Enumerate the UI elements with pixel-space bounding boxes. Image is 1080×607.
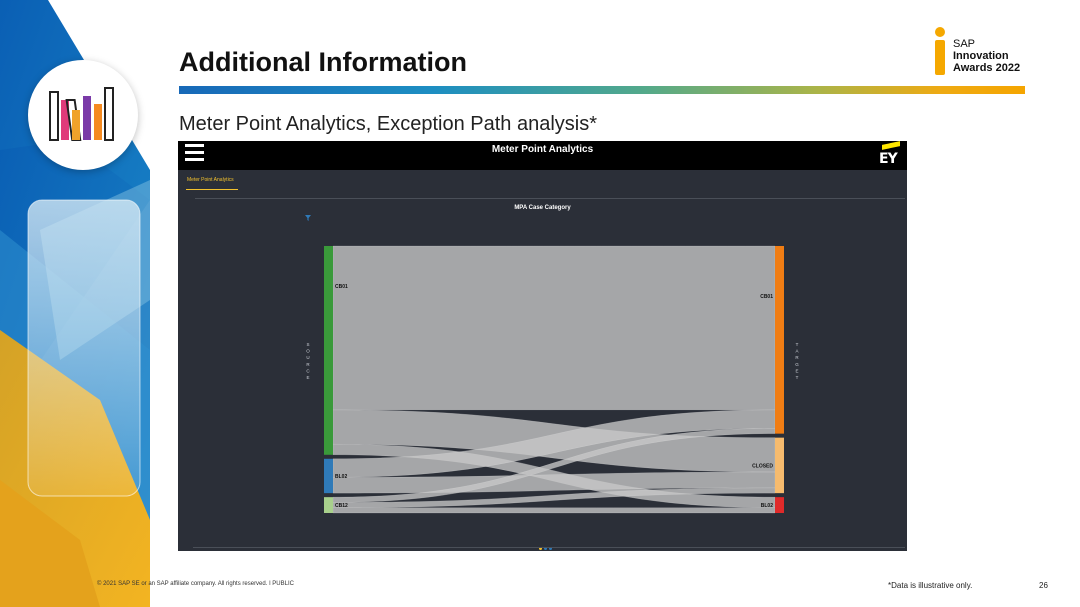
target-node-label: CLOSED bbox=[752, 463, 773, 469]
sap-innovation-awards-logo: SAP Innovation Awards 2022 bbox=[933, 27, 1043, 75]
ey-logo: EY bbox=[878, 141, 900, 167]
source-node bbox=[324, 458, 333, 494]
target-node-label: BL02 bbox=[761, 503, 773, 509]
source-axis-label: U bbox=[306, 355, 309, 360]
innovation-logo bbox=[28, 60, 138, 170]
sankey-link bbox=[332, 428, 776, 503]
chart-pager[interactable] bbox=[539, 537, 557, 550]
sankey-link bbox=[332, 507, 776, 514]
source-node-label: CB01 bbox=[335, 284, 348, 290]
tab-meter-point-analytics[interactable]: Meter Point Analytics bbox=[187, 177, 234, 183]
source-node bbox=[324, 246, 333, 455]
app-screenshot: Meter Point Analytics EY Meter Point Ana… bbox=[178, 141, 907, 551]
tab-underline bbox=[186, 189, 238, 190]
pager-dot[interactable] bbox=[539, 547, 542, 550]
target-axis-label: R bbox=[795, 355, 799, 360]
source-axis-label: C bbox=[306, 368, 310, 373]
sankey-link bbox=[332, 487, 776, 508]
footer-copyright: © 2021 SAP SE or an SAP affiliate compan… bbox=[97, 581, 294, 587]
source-node bbox=[324, 497, 333, 513]
source-axis-label: E bbox=[306, 375, 309, 380]
target-axis-label: T bbox=[796, 342, 799, 347]
pager-dot[interactable] bbox=[549, 547, 552, 550]
source-axis-label: R bbox=[306, 362, 310, 367]
app-title: Meter Point Analytics bbox=[491, 144, 594, 155]
slide-title: Additional Information bbox=[179, 47, 467, 77]
ey-brand-text: EY bbox=[879, 151, 898, 167]
source-axis-label: O bbox=[306, 349, 310, 354]
source-axis-label: S bbox=[306, 342, 309, 347]
target-node bbox=[775, 437, 784, 494]
pager-dot[interactable] bbox=[544, 547, 547, 550]
sankey-link bbox=[332, 245, 776, 411]
target-axis-label: E bbox=[795, 368, 798, 373]
target-node-label: CB01 bbox=[760, 294, 773, 300]
source-node-label: BL02 bbox=[335, 474, 347, 480]
target-node bbox=[775, 246, 784, 434]
app-header: Meter Point Analytics EY bbox=[178, 141, 907, 170]
source-node-label: CB12 bbox=[335, 503, 348, 509]
filter-icon[interactable] bbox=[305, 215, 311, 221]
chart-title: MPA Case Category bbox=[514, 205, 571, 211]
target-axis-label: T bbox=[796, 375, 799, 380]
target-axis-label: G bbox=[795, 362, 799, 367]
target-node bbox=[775, 497, 784, 513]
footer-note: *Data is illustrative only. bbox=[888, 581, 973, 590]
page-number: 26 bbox=[1039, 581, 1048, 590]
target-axis-label: A bbox=[795, 349, 798, 354]
title-gradient-bar bbox=[179, 86, 1025, 94]
award-line-1: SAP bbox=[953, 38, 976, 50]
separator-line bbox=[195, 198, 905, 199]
bottom-separator bbox=[193, 547, 905, 548]
slide-subtitle: Meter Point Analytics, Exception Path an… bbox=[179, 113, 597, 135]
hamburger-menu-icon[interactable] bbox=[185, 144, 204, 162]
bars-logo-icon bbox=[49, 87, 114, 141]
award-i-icon bbox=[935, 27, 945, 75]
award-line-3: Awards 2022 bbox=[953, 62, 1021, 74]
award-line-2: Innovation bbox=[953, 50, 1009, 62]
